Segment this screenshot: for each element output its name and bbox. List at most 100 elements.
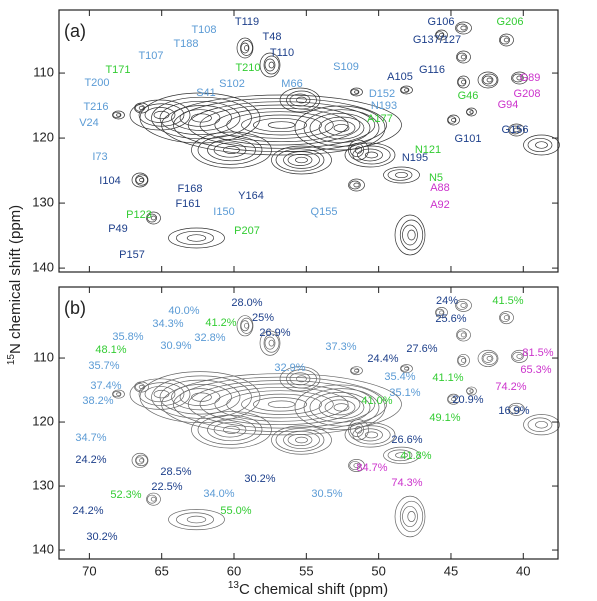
peak-label: S109 (333, 61, 359, 73)
contour-line (150, 496, 157, 502)
contour-line (241, 393, 322, 415)
contour-line (477, 349, 499, 367)
peak-label: 74.2% (495, 381, 526, 393)
peak-label: T188 (173, 38, 198, 50)
peak-label: A92 (430, 199, 450, 211)
contour-line (404, 366, 409, 371)
peak-label: G89 (520, 72, 541, 84)
contour-line (139, 458, 144, 463)
contour-line (318, 395, 365, 419)
peak-label: G116 (419, 64, 445, 76)
peak-label: 30.2% (244, 473, 275, 485)
contour-line (350, 366, 363, 376)
contour-line (241, 114, 322, 136)
peak-label: Y164 (238, 190, 264, 202)
peak-label: 41.8% (400, 450, 431, 462)
contour-line (400, 364, 413, 374)
contour-line (344, 422, 396, 448)
peak-label: 37.4% (90, 380, 121, 392)
contour-line (349, 142, 365, 158)
contour-line (153, 110, 170, 120)
peak-label: 41.2% (205, 317, 236, 329)
contour-line (499, 313, 511, 323)
contour-line (226, 390, 334, 419)
peak-label: 30.5% (311, 488, 342, 500)
peak-label: N121 (415, 144, 441, 156)
contour-line (349, 180, 361, 190)
contour-line (252, 117, 308, 133)
contour-line (214, 107, 349, 143)
peak-label: F168 (177, 183, 202, 195)
contour-line (171, 384, 232, 411)
contour-line (451, 117, 456, 123)
contour-line (456, 330, 468, 340)
contour-line (349, 422, 365, 437)
contour-line (171, 105, 232, 131)
y-label-sup: 15 (6, 354, 17, 366)
contour-line (460, 302, 467, 308)
contour-line (353, 463, 360, 468)
peak-label: G206 (497, 16, 524, 28)
contour-line (499, 311, 514, 325)
contour-line (477, 71, 499, 89)
peak-label: T200 (84, 77, 109, 89)
peak-label: 28.5% (160, 466, 191, 478)
contour-line (168, 227, 225, 249)
peak-label: N195 (402, 152, 428, 164)
contour-line (395, 171, 408, 179)
contour-line (134, 383, 146, 391)
peak-label: 41.5% (492, 295, 523, 307)
peak-label: T48 (263, 31, 282, 43)
contour-line (357, 148, 383, 162)
peak-label: 28.0% (231, 297, 262, 309)
contour-line (469, 110, 474, 114)
peak-label: 35.4% (384, 371, 415, 383)
contour-line (499, 35, 511, 45)
contour-line (135, 454, 148, 467)
contour-line (199, 104, 361, 146)
contour-line (309, 112, 371, 144)
y-tick-label: 140 (32, 541, 54, 556)
peak-label: T119 (235, 16, 259, 28)
peak-label: V24 (79, 117, 99, 129)
contour-line (407, 511, 416, 522)
contour-line (466, 107, 477, 117)
contour-line (486, 356, 493, 361)
contour-line (348, 419, 369, 441)
peak-label: 24.2% (75, 454, 106, 466)
contour-line (303, 388, 380, 427)
peak-label: G208 (514, 88, 541, 100)
y-tick-label: 110 (33, 349, 54, 364)
x-tick-label: 40 (516, 563, 530, 578)
contour-line (134, 102, 149, 114)
contour-line (383, 446, 420, 464)
peak-label: 37.3% (325, 341, 356, 353)
contour-line (223, 146, 240, 154)
peak-label: 55.0% (220, 505, 251, 517)
contour-line (226, 111, 334, 139)
contour-line (275, 428, 325, 452)
contour-line (455, 21, 472, 35)
contour-line (191, 411, 272, 449)
contour-line (240, 40, 253, 56)
contour-line (513, 127, 520, 133)
contour-line (191, 131, 272, 169)
contour-line (138, 384, 145, 390)
contour-line (364, 431, 379, 439)
contour-line (146, 213, 158, 223)
contour-line (482, 353, 494, 363)
contour-line (168, 509, 225, 531)
peak-label: S102 (219, 78, 245, 90)
contour-line (511, 349, 528, 363)
contour-line (112, 391, 122, 398)
contour-line (295, 436, 308, 444)
peak-label: G106 (428, 16, 455, 28)
contour-line (135, 174, 148, 186)
peak-label: 34.3% (152, 318, 183, 330)
contour-line (289, 372, 311, 386)
contour-line (404, 88, 409, 92)
contour-line (439, 310, 444, 315)
contour-line (112, 110, 125, 120)
contour-line (357, 428, 383, 442)
contour-line (296, 96, 307, 104)
